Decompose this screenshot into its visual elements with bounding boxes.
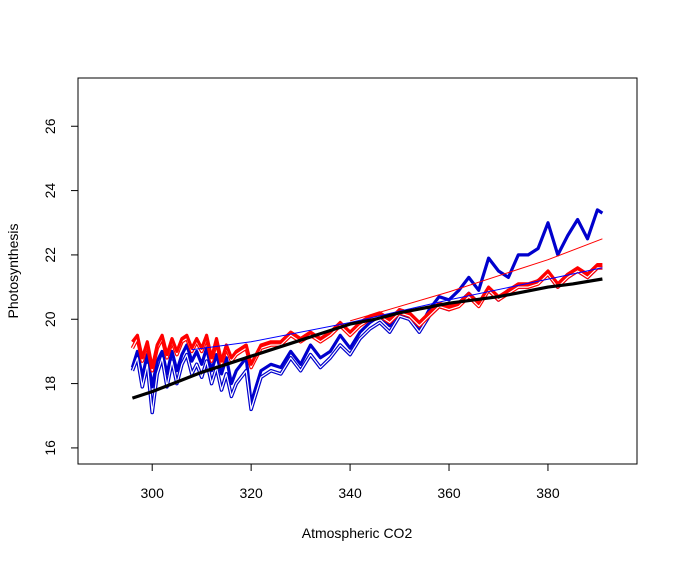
y-tick-label-24: 24	[42, 183, 58, 199]
y-tick-label-22: 22	[42, 247, 58, 263]
series-3-line	[131, 263, 603, 370]
series-6-line	[131, 277, 603, 400]
y-axis: 16 18 20 22 24 26	[42, 118, 79, 456]
x-tick-label-380: 380	[536, 485, 560, 501]
x-tick-label-320: 320	[239, 485, 263, 501]
x-axis: 300 320 340 360 380	[141, 463, 560, 501]
y-tick-label-16: 16	[42, 440, 58, 456]
series-0-line	[130, 208, 604, 405]
series-5-line	[349, 238, 603, 322]
y-axis-label: Photosynthesis	[5, 224, 21, 319]
series-layer	[130, 208, 604, 415]
plot-box	[77, 77, 638, 465]
x-tick-label-360: 360	[437, 485, 461, 501]
y-tick-label-20: 20	[42, 311, 58, 327]
x-tick-label-300: 300	[141, 485, 165, 501]
x-axis-label: Atmospheric CO2	[302, 525, 413, 541]
y-tick-label-26: 26	[42, 118, 58, 134]
x-tick-label-340: 340	[338, 485, 362, 501]
y-tick-label-18: 18	[42, 376, 58, 392]
